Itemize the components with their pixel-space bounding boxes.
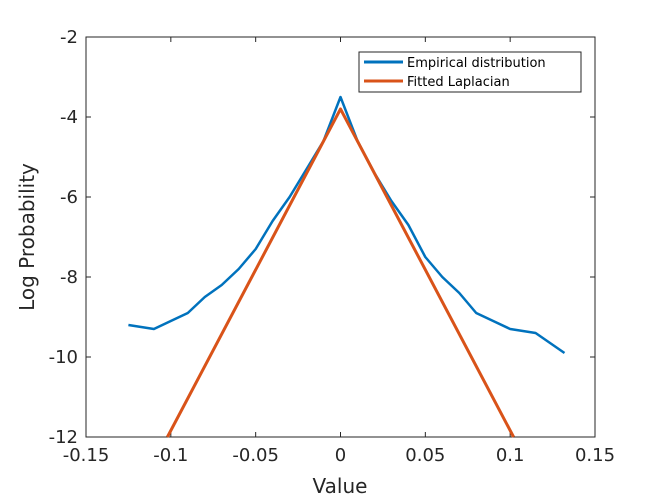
- x-tick-label: 0.1: [496, 445, 525, 466]
- y-tick-label: -10: [49, 347, 78, 368]
- x-tick-label: 0: [335, 445, 346, 466]
- legend-box: [358, 51, 582, 93]
- x-tick-label: -0.05: [232, 445, 279, 466]
- y-tick-label: -12: [49, 427, 78, 448]
- y-tick-label: -6: [60, 187, 78, 208]
- y-tick-label: -2: [60, 27, 78, 48]
- y-tick-label: -4: [60, 107, 78, 128]
- y-axis-label: Log Probability: [15, 163, 39, 311]
- legend: Empirical distribution Fitted Laplacian: [358, 51, 582, 93]
- legend-label-empirical: Empirical distribution: [407, 56, 546, 71]
- legend-label-laplacian: Fitted Laplacian: [407, 75, 510, 90]
- y-tick-label: -8: [60, 267, 78, 288]
- plot-area: [85, 36, 596, 438]
- x-tick-label: -0.15: [63, 445, 110, 466]
- x-tick-label: 0.15: [575, 445, 615, 466]
- x-tick-label: -0.1: [153, 445, 188, 466]
- x-tick-label: 0.05: [405, 445, 445, 466]
- x-axis-label: Value: [313, 474, 368, 498]
